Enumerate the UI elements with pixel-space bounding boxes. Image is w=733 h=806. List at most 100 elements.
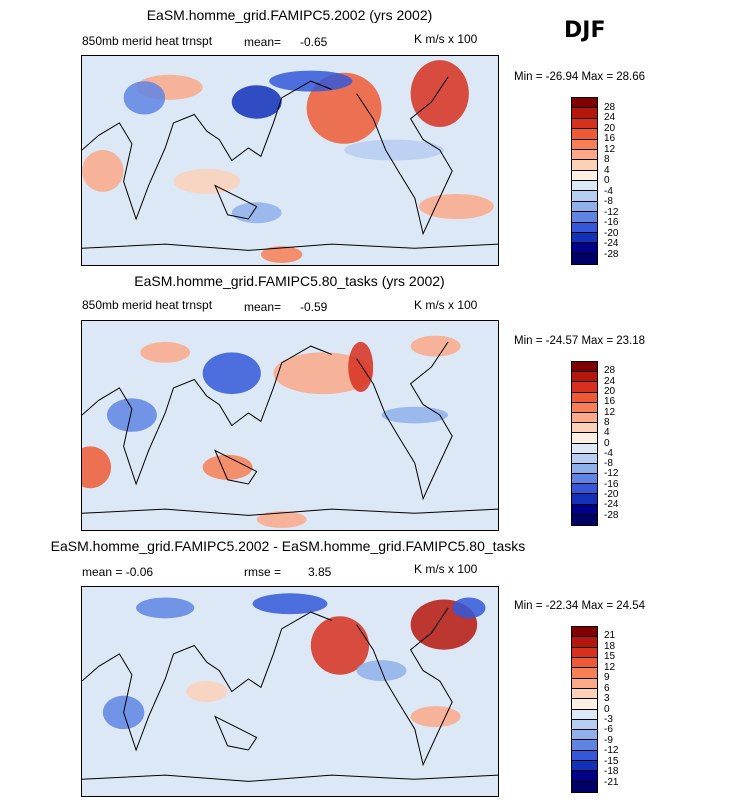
- colorbar-tick-label: -12: [604, 468, 619, 480]
- colorbar-swatch: [572, 181, 597, 192]
- colorbar-swatch: [572, 98, 597, 109]
- contour-region: [231, 202, 282, 224]
- panel-2-mean-label: mean=: [244, 300, 282, 314]
- panel-2-variable: 850mb merid heat trnspt: [82, 298, 213, 312]
- colorbar-tick-label: -4: [604, 447, 613, 459]
- colorbar-tick-label: -24: [604, 238, 619, 249]
- panel-3-rmse-label: rmse =: [244, 565, 282, 579]
- colorbar-tick-label: 0: [604, 703, 610, 715]
- colorbar-swatch: [572, 514, 597, 525]
- colorbar-tick-label: -28: [604, 509, 619, 521]
- colorbar-swatch: [572, 761, 597, 772]
- contour-region: [82, 150, 124, 192]
- panel-1-mean-label: mean=: [244, 35, 282, 49]
- coastline: [82, 341, 498, 516]
- colorbar-tick-label: 12: [604, 143, 616, 155]
- panel-1-title: EaSM.homme_grid.FAMIPC5.2002 (yrs 2002): [146, 7, 433, 23]
- colorbar-tick-label: -21: [604, 776, 619, 788]
- colorbar-tick-label: 8: [604, 154, 610, 165]
- colorbar-tick-label: 21: [604, 630, 616, 642]
- colorbar-swatch: [572, 362, 597, 373]
- season-label: DJF: [564, 18, 606, 43]
- colorbar-tick-label: -3: [604, 713, 613, 725]
- colorbar-swatch: [572, 170, 597, 181]
- panel-2-map: [81, 320, 499, 531]
- colorbar-tick-label: 9: [604, 672, 610, 684]
- panel-3-rmse-value: 3.85: [308, 565, 332, 579]
- colorbar-tick-label: -6: [604, 724, 613, 736]
- colorbar-tick-label: -20: [604, 227, 619, 239]
- contour-region: [381, 406, 449, 424]
- colorbar-tick-label: 16: [604, 396, 616, 408]
- colorbar-tick-label: 4: [604, 164, 610, 176]
- colorbar-swatch: [572, 484, 597, 495]
- colorbar-tick-label: -20: [604, 489, 619, 501]
- panel-3-map: [81, 586, 499, 797]
- colorbar-swatch: [572, 678, 597, 689]
- panel-2-colorbar: [571, 361, 598, 526]
- colorbar-tick-label: -4: [604, 185, 613, 197]
- colorbar-swatch: [572, 627, 597, 638]
- contour-region: [123, 81, 166, 115]
- colorbar-swatch: [572, 372, 597, 383]
- colorbar-swatch: [572, 201, 597, 213]
- contour-region: [231, 85, 282, 119]
- colorbar-swatch: [572, 243, 597, 254]
- colorbar-swatch: [572, 637, 597, 648]
- contour-region: [348, 341, 374, 393]
- colorbar-swatch: [572, 771, 597, 782]
- colorbar-tick-label: 3: [604, 693, 610, 705]
- panel-2-map-svg: [82, 335, 498, 528]
- contour-region: [344, 139, 444, 161]
- contour-region: [256, 511, 307, 528]
- contour-region: [202, 454, 253, 480]
- colorbar-swatch: [572, 781, 597, 792]
- colorbar-swatch: [572, 709, 597, 720]
- colorbar-swatch: [572, 740, 597, 751]
- panel-2-mean-value: -0.59: [300, 300, 328, 314]
- contour-region: [186, 681, 228, 702]
- panel-3-min-max: Min = -22.34 Max = 24.54: [514, 600, 646, 612]
- colorbar-swatch: [572, 504, 597, 515]
- colorbar-swatch: [572, 129, 597, 140]
- colorbar-tick-label: -16: [604, 478, 619, 490]
- colorbar-tick-label: 28: [604, 365, 616, 377]
- colorbar-tick-label: -16: [604, 217, 619, 228]
- panel-3-units: K m/s x 100: [414, 562, 478, 576]
- panel-2-units: K m/s x 100: [414, 298, 478, 312]
- colorbar-tick-label: -8: [604, 458, 613, 470]
- contour-region: [260, 246, 303, 263]
- colorbar-tick-label: 8: [604, 416, 610, 428]
- colorbar-swatch: [572, 232, 597, 244]
- colorbar-tick-label: 15: [604, 651, 616, 663]
- colorbar-swatch: [572, 253, 597, 264]
- colorbar-swatch: [572, 382, 597, 393]
- panel-1-map: [81, 55, 499, 266]
- colorbar-tick-label: 0: [604, 175, 610, 186]
- colorbar-swatch: [572, 443, 597, 454]
- colorbar-swatch: [572, 730, 597, 741]
- colorbar-tick-label: -15: [604, 755, 619, 767]
- contour-region: [410, 706, 461, 728]
- colorbar-swatch: [572, 149, 597, 161]
- contour-region: [452, 597, 486, 619]
- colorbar-swatch: [572, 494, 597, 505]
- panel-2-title: EaSM.homme_grid.FAMIPC5.80_tasks (yrs 20…: [134, 273, 445, 289]
- colorbar-swatch: [572, 108, 597, 119]
- colorbar-swatch: [572, 463, 597, 475]
- colorbar-tick-label: -9: [604, 734, 613, 746]
- panel-3-map-svg: [82, 593, 498, 782]
- colorbar-tick-label: 20: [604, 385, 616, 397]
- colorbar-swatch: [572, 750, 597, 762]
- colorbar-tick-label: -12: [604, 745, 619, 757]
- contour-region: [310, 616, 370, 675]
- contour-region: [410, 335, 461, 357]
- colorbar-swatch: [572, 118, 597, 130]
- colorbar-tick-label: 16: [604, 133, 616, 144]
- colorbar-swatch: [572, 160, 597, 171]
- coastline: [82, 76, 498, 251]
- panel-3-mean: mean = -0.06: [82, 565, 154, 579]
- colorbar-swatch: [572, 139, 597, 150]
- colorbar-swatch: [572, 647, 597, 658]
- panel-1-units: K m/s x 100: [414, 32, 478, 46]
